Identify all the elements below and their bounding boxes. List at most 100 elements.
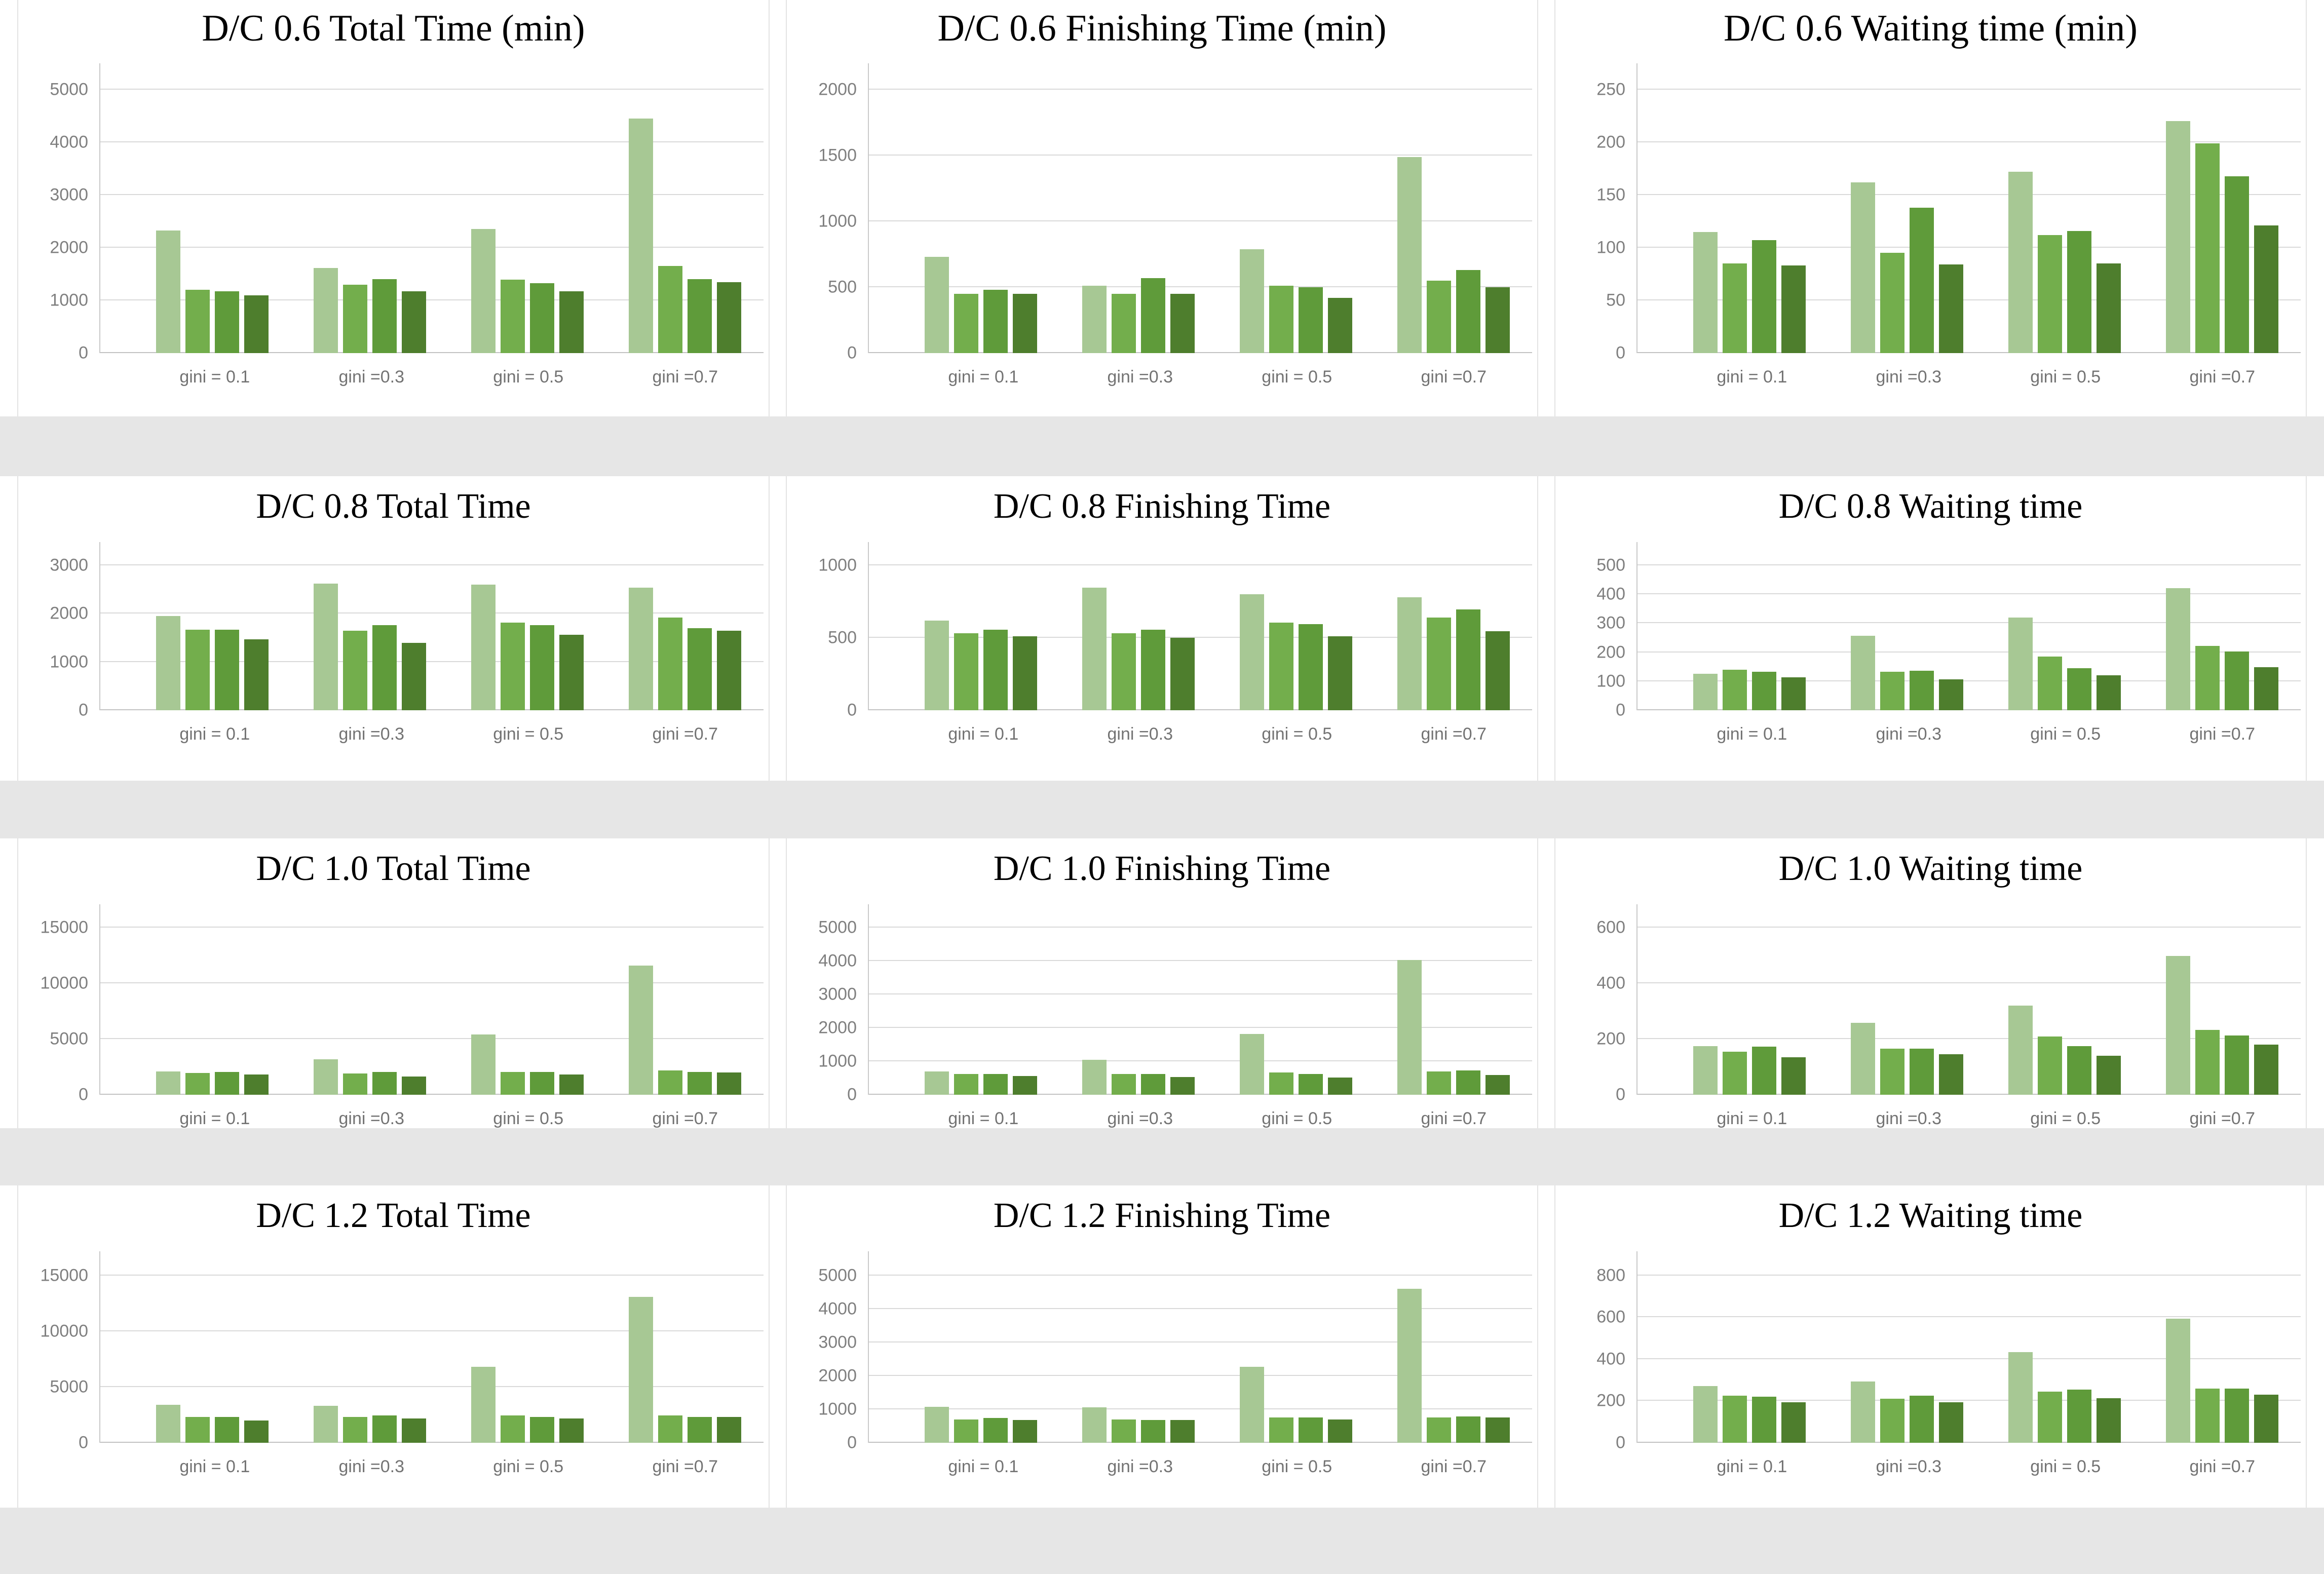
bar-series2-group3 — [2037, 657, 2062, 710]
y-tick-label: 4000 — [818, 951, 857, 971]
bar-series4-group1 — [1781, 677, 1806, 710]
gridline-y50 — [1637, 299, 2301, 300]
gridline-y200 — [1637, 1038, 2301, 1039]
y-tick-label: 400 — [1596, 584, 1625, 604]
y-tick-label: 0 — [79, 1085, 88, 1104]
bar-series3-group2 — [372, 1072, 397, 1095]
chart-title: D/C 0.6 Finishing Time (min) — [937, 8, 1387, 49]
bar-series4-group3 — [559, 1074, 584, 1095]
bar-series1-group4 — [628, 966, 653, 1095]
plot-area — [1636, 1251, 2301, 1443]
chart-card-8: D/C 1.0 Finishing Time 0 1000 2000 3000 4000 5… — [786, 838, 1538, 1128]
chart-plot-region: 0 1000 2000 3000 4000 5000 — [792, 904, 1532, 1104]
y-tick-label: 200 — [1596, 1391, 1625, 1410]
bar-group-gini0.3 — [1828, 904, 1986, 1095]
gridline-y3000 — [100, 194, 764, 195]
bar-series2-group1 — [954, 1074, 978, 1095]
bar-group-gini0.7 — [1375, 542, 1532, 710]
y-tick-label: 5000 — [50, 1029, 88, 1049]
gridline-y2000 — [869, 1375, 1532, 1376]
bar-series1-group1 — [156, 616, 180, 710]
y-tick-label: 4000 — [818, 1299, 857, 1319]
gridline-y600 — [1637, 927, 2301, 928]
bar-series4-group4 — [2254, 667, 2278, 710]
bar-series4-group1 — [244, 1421, 269, 1443]
x-label-1: gini = 0.1 — [179, 724, 250, 744]
plot-area — [99, 63, 764, 353]
chart-card-5: D/C 0.8 Finishing Time 0 500 1000 gini = 0.1… — [786, 476, 1538, 781]
bar-series3-group4 — [687, 628, 712, 710]
x-label-2: gini =0.3 — [338, 724, 405, 744]
bar-series1-group2 — [313, 1059, 338, 1095]
bar-series3-group1 — [983, 1418, 1008, 1443]
y-tick-label: 0 — [79, 700, 88, 720]
bar-series2-group1 — [1722, 670, 1747, 710]
bar-group-gini0.1 — [902, 1251, 1059, 1443]
bar-series3-group2 — [1909, 1396, 1934, 1443]
bar-series2-group2 — [1880, 1049, 1904, 1095]
chart-card-3: D/C 0.6 Waiting time (min) 0 50 100 150 200 25… — [1554, 0, 2307, 416]
bar-series3-group3 — [529, 1417, 554, 1443]
gridline-y400 — [1637, 1358, 2301, 1359]
charts-row-3: D/C 1.0 Total Time 0 5000 10000 15000 gini = … — [0, 838, 2324, 1128]
x-label-1: gini = 0.1 — [1717, 1457, 1787, 1476]
bar-series1-group1 — [924, 621, 949, 710]
bar-group-gini0.3 — [1828, 542, 1986, 710]
bar-group-gini0.5 — [1217, 63, 1375, 353]
bar-series3-group3 — [2067, 1046, 2091, 1095]
x-axis-labels: gini = 0.1 gini =0.3 gini = 0.5 gini =0.7 — [99, 1457, 764, 1477]
x-axis-labels: gini = 0.1 gini =0.3 gini = 0.5 gini =0.7 — [1636, 1457, 2301, 1477]
bar-series1-group2 — [1850, 1381, 1875, 1443]
bar-series1-group1 — [1693, 674, 1718, 710]
x-label-3: gini = 0.5 — [1262, 1109, 1332, 1128]
bar-series2-group4 — [2195, 143, 2220, 353]
bar-series1-group1 — [924, 1071, 949, 1095]
chart-card-1: D/C 0.6 Total Time (min) 0 1000 2000 3000 400… — [17, 0, 770, 416]
x-axis-labels: gini = 0.1 gini =0.3 gini = 0.5 gini =0.7 — [1636, 724, 2301, 744]
y-tick-label: 3000 — [50, 555, 88, 575]
x-label-2: gini =0.3 — [1876, 1457, 1942, 1476]
y-axis: 0 500 1000 — [792, 542, 868, 720]
x-label-3: gini = 0.5 — [493, 1457, 564, 1476]
bar-series2-group4 — [2195, 1389, 2220, 1443]
y-axis: 0 200 400 600 — [1560, 904, 1636, 1104]
y-tick-label: 1000 — [818, 1051, 857, 1071]
chart-title: D/C 1.2 Waiting time — [1778, 1196, 2083, 1235]
bar-series2-group2 — [342, 1417, 367, 1443]
bars-layer — [133, 904, 764, 1095]
bar-series3-group2 — [1140, 630, 1165, 710]
bar-series1-group2 — [1082, 286, 1107, 353]
bar-series1-group3 — [2008, 1352, 2033, 1443]
y-axis: 0 500 1000 1500 2000 — [792, 63, 868, 363]
bar-series3-group2 — [372, 625, 397, 710]
y-tick-label: 15000 — [40, 1265, 88, 1285]
y-tick-label: 400 — [1596, 973, 1625, 993]
bar-series4-group1 — [244, 295, 269, 353]
bar-series2-group2 — [1880, 672, 1904, 710]
bar-group-gini0.5 — [1217, 904, 1375, 1095]
bar-group-gini0.1 — [1670, 1251, 1828, 1443]
bar-series2-group4 — [1426, 618, 1451, 710]
bar-series2-group4 — [658, 618, 682, 710]
bar-series3-group1 — [1751, 240, 1776, 353]
bars-layer — [902, 1251, 1532, 1443]
gridline-y1000 — [869, 1060, 1532, 1061]
x-label-2: gini =0.3 — [1107, 724, 1173, 744]
x-axis-labels: gini = 0.1 gini =0.3 gini = 0.5 gini =0.7 — [868, 367, 1532, 387]
y-tick-label: 600 — [1596, 917, 1625, 937]
y-tick-label: 100 — [1596, 238, 1625, 257]
bar-series3-group3 — [2067, 668, 2091, 710]
y-tick-label: 4000 — [50, 132, 88, 152]
x-label-1: gini = 0.1 — [948, 1457, 1019, 1476]
bar-series3-group1 — [1751, 1047, 1776, 1095]
bar-group-gini0.3 — [291, 1251, 448, 1443]
bar-series1-group3 — [1239, 1367, 1264, 1443]
bar-series1-group1 — [156, 1405, 180, 1443]
bar-series4-group1 — [1781, 1057, 1806, 1095]
bar-group-gini0.5 — [448, 1251, 606, 1443]
gridline-y0 — [869, 1442, 1532, 1443]
bar-series1-group4 — [628, 588, 653, 710]
chart-title: D/C 1.0 Total Time — [256, 849, 531, 888]
bar-series2-group1 — [954, 633, 978, 710]
y-tick-label: 10000 — [40, 1321, 88, 1341]
